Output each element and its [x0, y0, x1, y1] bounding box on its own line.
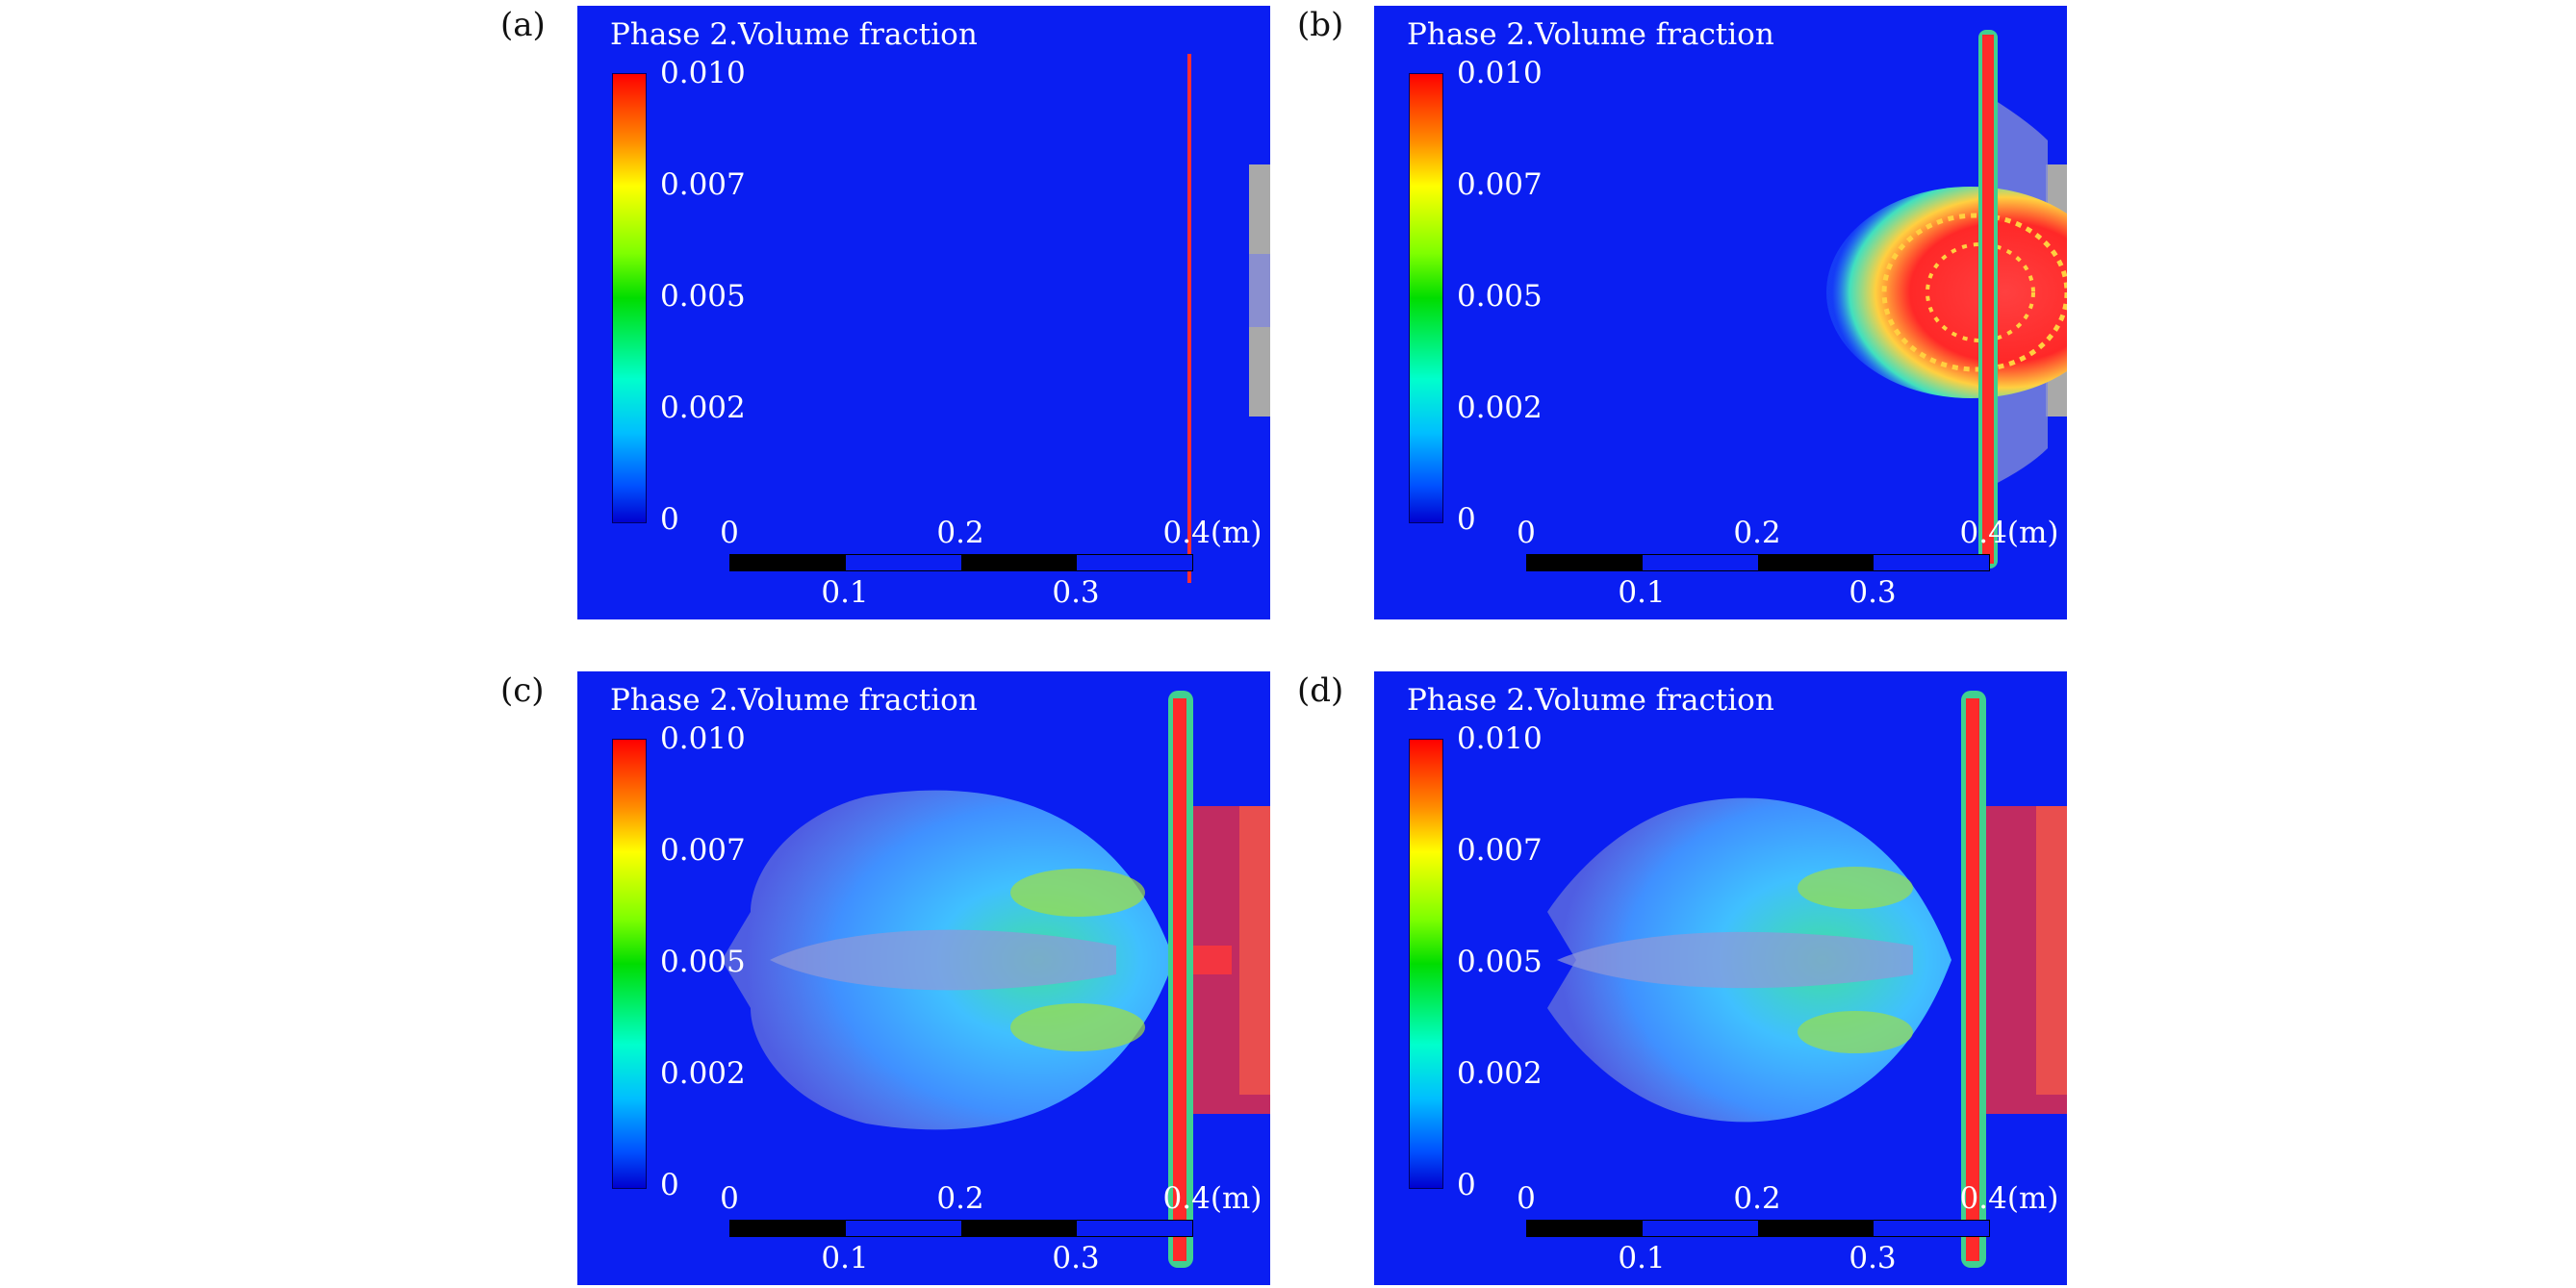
scale-tick-top: 0.4(m)	[1959, 516, 2059, 550]
concentration-ring	[1926, 242, 2035, 342]
high-concentration-band	[1010, 1003, 1145, 1051]
colorbar-tick: 0	[660, 502, 679, 537]
colorbar-tick: 0.002	[1457, 391, 1543, 425]
scale-tick-top: 0.2	[1733, 1181, 1781, 1216]
core-region	[770, 929, 1116, 991]
contour-panel-a: Phase 2.Volume fraction 0.010 0.007 0.00…	[577, 6, 1270, 619]
colorbar-tick: 0.005	[660, 279, 746, 314]
liquid-sheet	[1966, 698, 1979, 1261]
volume-fraction-field	[1547, 691, 2067, 1268]
volume-fraction-field	[1826, 30, 2067, 568]
volume-fraction-field	[1187, 54, 1270, 583]
contour-panel-b: Phase 2.Volume fraction 0.010 0.007 0.00…	[1374, 6, 2067, 619]
scale-tick-top: 0.4(m)	[1162, 1181, 1262, 1216]
colorbar-tick: 0	[1457, 1168, 1476, 1202]
scale-bar	[1526, 1220, 1990, 1237]
scale-tick-top: 0	[720, 516, 739, 550]
spray-plume	[1826, 187, 2067, 398]
panel-label-d: (d)	[1297, 671, 1344, 710]
panel-label-b: (b)	[1297, 6, 1344, 44]
scale-tick-top: 0.2	[936, 1181, 984, 1216]
scale-tick-top: 0	[1517, 516, 1536, 550]
concentration-ring	[1881, 213, 2067, 372]
colorbar-tick: 0.010	[660, 56, 746, 90]
colorbar-tick: 0.010	[1457, 56, 1543, 90]
scale-tick-top: 0.2	[936, 516, 984, 550]
colorbar-tick: 0.007	[660, 833, 746, 868]
scale-bar	[729, 554, 1193, 571]
colorbar	[612, 739, 647, 1189]
colorbar-tick: 0.002	[660, 1056, 746, 1091]
contour-panel-d: Phase 2.Volume fraction 0.010 0.007 0.00…	[1374, 671, 2067, 1285]
colorbar	[1409, 739, 1443, 1189]
panel-label-c: (c)	[500, 671, 545, 710]
colorbar-tick: 0.002	[660, 391, 746, 425]
panel-title: Phase 2.Volume fraction	[1407, 17, 1774, 52]
scale-tick-bottom: 0.1	[1618, 1241, 1666, 1275]
colorbar-tick: 0.010	[660, 721, 746, 756]
contour-panel-c: Phase 2.Volume fraction 0.010 0.007 0.00…	[577, 671, 1270, 1285]
colorbar-tick: 0	[660, 1168, 679, 1202]
colorbar-tick: 0	[1457, 502, 1476, 537]
scale-tick-bottom: 0.1	[821, 575, 869, 610]
core-region	[1557, 931, 1913, 989]
scale-tick-bottom: 0.3	[1849, 575, 1897, 610]
scale-tick-bottom: 0.1	[821, 1241, 869, 1275]
colorbar-tick: 0.005	[1457, 279, 1543, 314]
high-concentration-band	[1798, 1011, 1913, 1053]
scale-tick-bottom: 0.3	[1052, 575, 1100, 610]
near-wall-region	[1188, 806, 1270, 1114]
scale-tick-bottom: 0.3	[1052, 1241, 1100, 1275]
colorbar-tick: 0.007	[1457, 167, 1543, 202]
colorbar-tick: 0.005	[1457, 945, 1543, 979]
scale-bar	[1526, 554, 1990, 571]
scale-tick-top: 0.2	[1733, 516, 1781, 550]
wall-opening	[1249, 254, 1270, 327]
scale-tick-top: 0.4(m)	[1959, 1181, 2059, 1216]
volume-fraction-field	[722, 691, 1270, 1268]
panel-label-a: (a)	[500, 6, 546, 44]
high-concentration-band	[1010, 869, 1145, 917]
colorbar-tick: 0.010	[1457, 721, 1543, 756]
scale-bar	[729, 1220, 1193, 1237]
panel-title: Phase 2.Volume fraction	[1407, 683, 1774, 718]
panel-title: Phase 2.Volume fraction	[610, 683, 978, 718]
panel-title: Phase 2.Volume fraction	[610, 17, 978, 52]
scale-tick-top: 0	[720, 1181, 739, 1216]
scale-tick-top: 0	[1517, 1181, 1536, 1216]
near-wall-region	[1971, 806, 2067, 1114]
colorbar-tick: 0.002	[1457, 1056, 1543, 1091]
liquid-sheet	[1982, 35, 1994, 564]
scale-tick-bottom: 0.1	[1618, 575, 1666, 610]
colorbar-tick: 0.007	[1457, 833, 1543, 868]
colorbar	[612, 73, 647, 523]
colorbar	[1409, 73, 1443, 523]
scale-tick-top: 0.4(m)	[1162, 516, 1262, 550]
colorbar-tick: 0.007	[660, 167, 746, 202]
scale-tick-bottom: 0.3	[1849, 1241, 1897, 1275]
colorbar-tick: 0.005	[660, 945, 746, 979]
liquid-sheet	[1173, 698, 1186, 1261]
high-concentration-band	[1798, 867, 1913, 909]
